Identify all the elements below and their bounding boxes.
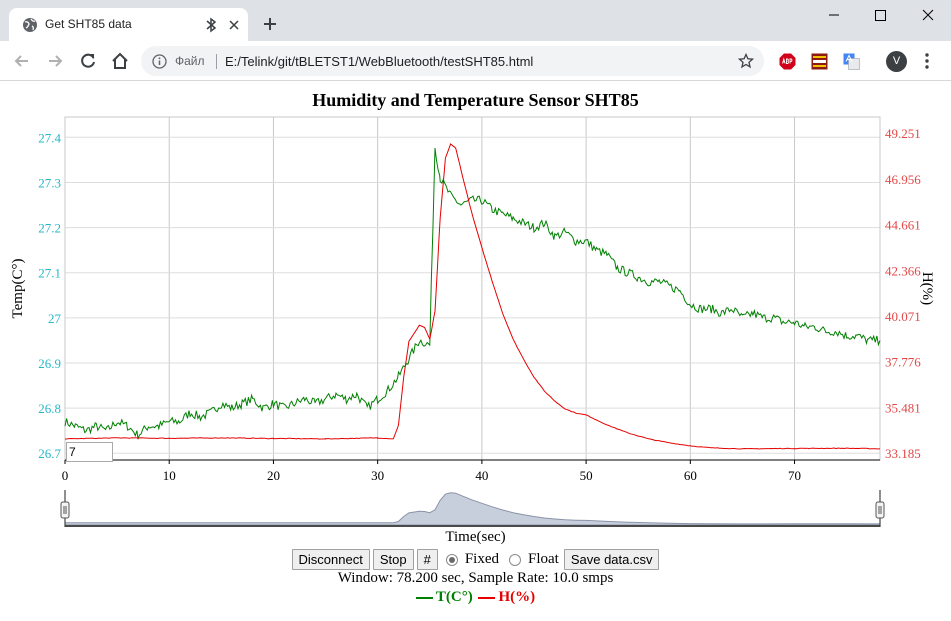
- save-csv-button[interactable]: Save data.csv: [563, 549, 660, 570]
- star-icon[interactable]: [738, 53, 754, 69]
- x-tick-label: 30: [371, 468, 384, 483]
- extension-icon[interactable]: [811, 53, 828, 70]
- y-axis-label: Temp(C°): [10, 259, 26, 319]
- y2-tick-label: 37.776: [885, 355, 921, 370]
- range-overview-area: [64, 492, 881, 526]
- x-tick-label: 50: [580, 468, 593, 483]
- y2-axis-label: H(%): [919, 272, 935, 305]
- home-icon[interactable]: [110, 51, 130, 71]
- disconnect-button[interactable]: Disconnect: [291, 549, 370, 570]
- forward-icon[interactable]: [45, 51, 65, 71]
- window-input[interactable]: [66, 442, 113, 462]
- legend-hum-item: H(%): [476, 589, 535, 605]
- title-bar: Get SHT85 data: [0, 0, 951, 41]
- chart-legend: T(C°) H(%): [0, 589, 951, 606]
- x-tick-label: 20: [267, 468, 280, 483]
- plus-icon[interactable]: [262, 16, 278, 32]
- y-tick-label: 27: [48, 311, 62, 326]
- reload-icon[interactable]: [78, 51, 98, 71]
- translate-icon[interactable]: [843, 53, 860, 70]
- x-tick-label: 40: [475, 468, 488, 483]
- y2-tick-label: 46.956: [885, 172, 921, 187]
- y-tick-label: 27.3: [38, 175, 61, 190]
- more-menu-icon[interactable]: [925, 52, 929, 70]
- y2-tick-label: 49.251: [885, 126, 921, 141]
- hash-button[interactable]: #: [416, 549, 438, 570]
- fixed-radio[interactable]: [445, 553, 458, 566]
- series-line-humidity: [64, 143, 881, 450]
- stop-button[interactable]: Stop: [372, 549, 414, 570]
- y-tick-label: 26.7: [38, 446, 61, 461]
- x-axis-label: Time(sec): [445, 529, 506, 545]
- bluetooth-icon: [206, 17, 217, 33]
- y-tick-label: 27.2: [38, 221, 61, 236]
- y2-tick-label: 42.366: [885, 263, 921, 278]
- series-line-temperature: [64, 147, 881, 440]
- range-handle-left[interactable]: [60, 501, 70, 519]
- control-bar: Disconnect Stop # Fixed Float Save data.…: [0, 549, 951, 570]
- site-chip: Файл: [175, 54, 205, 68]
- status-text: Window: 78.200 sec, Sample Rate: 10.0 sm…: [337, 570, 614, 586]
- close-icon[interactable]: [227, 18, 241, 32]
- y2-tick-label: 44.661: [885, 218, 921, 233]
- back-icon[interactable]: [12, 51, 32, 71]
- y2-tick-label: 33.185: [885, 446, 921, 461]
- info-icon[interactable]: [152, 54, 167, 69]
- tab-title: Get SHT85 data: [45, 17, 132, 31]
- y-tick-label: 27.4: [38, 130, 61, 145]
- y-tick-label: 27.1: [38, 266, 61, 281]
- x-tick-label: 0: [62, 468, 69, 483]
- address-bar[interactable]: Файл E:/Telink/git/tBLETST1/WebBluetooth…: [141, 46, 764, 76]
- browser-tab[interactable]: Get SHT85 data: [9, 8, 248, 41]
- profile-avatar[interactable]: V: [886, 51, 907, 72]
- fixed-radio-label: Fixed: [464, 551, 499, 567]
- y2-tick-label: 40.071: [885, 309, 921, 324]
- sensor-chart: 0 10 20 30 40 50 60 70 27.4 27.3 27.2 27.1 27 26.9 26.…: [10, 116, 935, 527]
- float-radio-label: Float: [527, 551, 559, 567]
- range-handle-right[interactable]: [875, 501, 885, 519]
- y-tick-label: 26.9: [38, 356, 61, 371]
- legend-temp-item: T(C°): [415, 589, 473, 605]
- x-tick-label: 60: [684, 468, 697, 483]
- adblock-icon[interactable]: [779, 53, 796, 70]
- globe-icon: [23, 18, 37, 32]
- url-text[interactable]: E:/Telink/git/tBLETST1/WebBluetooth/test…: [225, 54, 534, 69]
- x-tick-label: 10: [163, 468, 176, 483]
- legend-temp-label: T(C°): [435, 589, 473, 605]
- close-window-icon[interactable]: [905, 0, 951, 30]
- float-radio[interactable]: [508, 553, 521, 566]
- y2-tick-label: 35.481: [885, 400, 921, 415]
- x-tick-label: 70: [788, 468, 801, 483]
- minimize-icon[interactable]: [811, 0, 857, 30]
- legend-temp-swatch: [415, 596, 433, 599]
- page-title: Humidity and Temperature Sensor SHT85: [312, 90, 639, 110]
- legend-hum-label: H(%): [498, 589, 536, 605]
- y-tick-label: 26.8: [38, 401, 61, 416]
- browser-toolbar: Файл E:/Telink/git/tBLETST1/WebBluetooth…: [0, 41, 951, 81]
- address-separator: [216, 54, 217, 69]
- legend-hum-swatch: [478, 596, 496, 599]
- maximize-icon[interactable]: [857, 0, 903, 30]
